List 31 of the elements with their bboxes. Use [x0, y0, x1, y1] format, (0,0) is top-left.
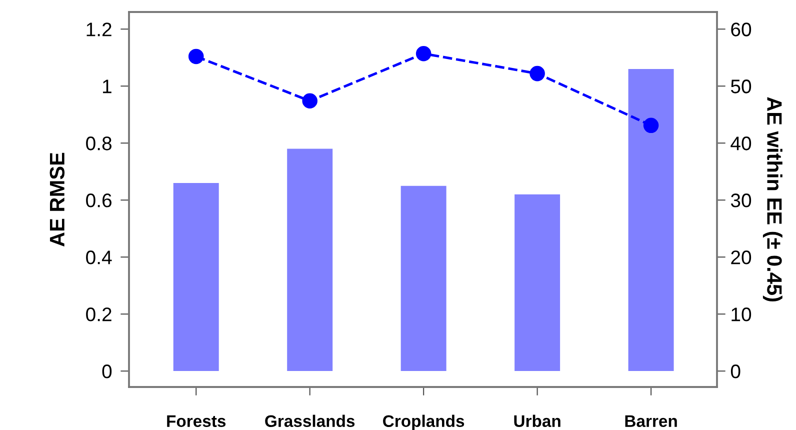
y2-tick-label: 10 [732, 308, 752, 322]
y2-tick-label: 0 [730, 364, 740, 378]
point [302, 93, 318, 109]
y2-tick-label: 30 [730, 194, 752, 208]
x-tick-label: Urban [514, 414, 560, 428]
bar [514, 194, 560, 372]
y2-tick-label: 40 [730, 136, 752, 150]
bar [628, 68, 674, 372]
bar [400, 186, 446, 372]
y-tick-label: 0.2 [86, 308, 112, 322]
y-axis-title: AE RMSE [50, 152, 65, 246]
y2-tick-label: 60 [731, 22, 752, 36]
y2-tick-label: 20 [731, 250, 752, 264]
y-tick-label: 0.6 [86, 194, 112, 208]
point [643, 118, 659, 134]
y2-tick-label: 50 [730, 80, 752, 94]
y-tick-label: 1.2 [86, 22, 112, 36]
bar [287, 148, 333, 372]
bar [173, 182, 219, 372]
x-tick-label: Forests [167, 415, 226, 428]
y-tick-label: 0.8 [86, 136, 112, 150]
x-tick-label: Grasslands [265, 414, 355, 428]
y2-axis-title: AE within EE (± 0.45) [762, 97, 782, 302]
y-tick-label: 1 [103, 80, 112, 94]
point [188, 48, 204, 64]
point [416, 46, 432, 62]
x-tick-label: Croplands [383, 414, 464, 430]
x-tick-label: Barren [625, 415, 677, 428]
y-tick-label: 0.4 [86, 250, 112, 264]
point [530, 66, 545, 82]
y-tick-label: 0 [102, 364, 112, 378]
